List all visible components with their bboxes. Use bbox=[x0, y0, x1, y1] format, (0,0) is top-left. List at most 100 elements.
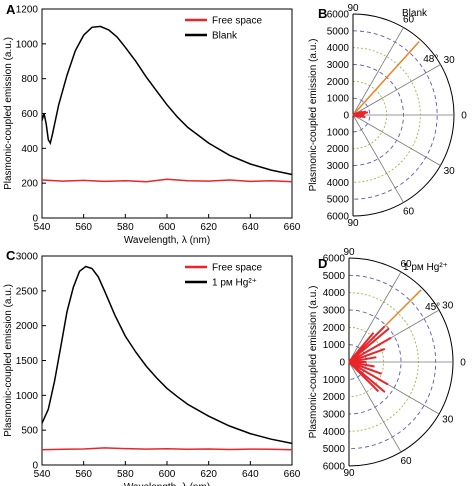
x-tick-label: 600 bbox=[159, 469, 176, 480]
peak-angle-line bbox=[352, 40, 420, 116]
chart-a: 540 560 580 600 620 640 660 0 200 400 600 800 1000 12… bbox=[3, 5, 301, 247]
x-tick-label: 540 bbox=[34, 222, 51, 233]
plot-frame-a bbox=[41, 8, 293, 219]
polar-ring bbox=[352, 30, 438, 200]
chart-b: 60 30 0 30 60 90 90 0 1000 1000 2000 2000 3000 3000 40… bbox=[308, 3, 467, 229]
polar-ring bbox=[352, 97, 371, 133]
y-tick-label: 400 bbox=[21, 144, 38, 155]
emission-lobe-ray bbox=[348, 332, 375, 363]
panel-letter-b: B bbox=[318, 6, 327, 21]
y-tick-label: 2000 bbox=[16, 321, 39, 332]
y-tick-label: 600 bbox=[21, 109, 38, 120]
y-axis-label: Plasmonic-coupled emission (a.u.) bbox=[3, 284, 14, 437]
x-tick-label: 560 bbox=[75, 469, 92, 480]
y-tick-label: 1500 bbox=[16, 356, 39, 367]
x-tick-label: 580 bbox=[117, 469, 134, 480]
polar-spoke bbox=[352, 27, 404, 116]
polar-spoke bbox=[348, 361, 402, 453]
angle-tick-label: 0 bbox=[460, 358, 466, 369]
angle-tick-label: 30 bbox=[444, 55, 456, 66]
angle-tick-label: 90 bbox=[347, 3, 359, 14]
radial-tick-label: 2000 bbox=[323, 323, 346, 334]
panel-letter-d: D bbox=[318, 256, 327, 271]
y-tick-label: 1000 bbox=[16, 391, 39, 402]
angle-tick-label: 60 bbox=[400, 259, 412, 270]
peak-angle-annotation: 48° bbox=[423, 54, 438, 65]
radial-tick-label: 5000 bbox=[323, 271, 346, 282]
radial-tick-label: 5000 bbox=[327, 26, 350, 37]
x-tick-label: 600 bbox=[159, 222, 176, 233]
series-line-sample bbox=[41, 265, 293, 445]
radial-tick-label: 6000 bbox=[327, 10, 350, 21]
legend-label: 1 pм Hg²⁺ bbox=[212, 278, 257, 289]
radial-tick-label: 4000 bbox=[323, 427, 346, 438]
angle-tick-label: 90 bbox=[347, 218, 359, 229]
emission-lobe-ray bbox=[348, 361, 382, 375]
series-line-free-space bbox=[41, 178, 293, 183]
radial-tick-label: 3000 bbox=[323, 410, 346, 421]
series-line-sample bbox=[41, 25, 293, 176]
emission-lobe-ray bbox=[348, 348, 386, 363]
y-tick-label: 500 bbox=[21, 426, 38, 437]
angle-tick-label: 60 bbox=[403, 207, 415, 218]
y-axis-label: Plasmonic-coupled emission (a.u.) bbox=[3, 37, 14, 190]
angle-tick-label: 60 bbox=[403, 14, 415, 25]
radial-tick-label: 0 bbox=[343, 111, 349, 122]
angle-tick-label: 60 bbox=[400, 456, 412, 467]
y-tick-label: 0 bbox=[32, 214, 38, 225]
angle-tick-label: 0 bbox=[461, 111, 467, 122]
angle-tick-label: 90 bbox=[343, 468, 355, 479]
x-tick-label: 560 bbox=[75, 222, 92, 233]
radial-tick-label: 3000 bbox=[327, 161, 350, 172]
panel-letter-c: C bbox=[6, 248, 16, 263]
radial-tick-label: 2000 bbox=[323, 392, 346, 403]
radial-tick-label: 4000 bbox=[327, 178, 350, 189]
chart-d: 60 30 0 30 60 90 90 0 1000 1000 2000 2000 3000 3000 40… bbox=[308, 247, 466, 479]
y-axis-label: Plasmonic-coupled emission (a.u.) bbox=[308, 39, 319, 192]
radial-tick-label: 1000 bbox=[327, 94, 350, 105]
y-tick-label: 1200 bbox=[16, 5, 39, 16]
radial-tick-label: 6000 bbox=[323, 462, 346, 473]
radial-tick-label: 5000 bbox=[323, 444, 346, 455]
emission-lobe-ray bbox=[348, 361, 389, 386]
y-tick-label: 800 bbox=[21, 74, 38, 85]
y-tick-label: 3000 bbox=[16, 252, 39, 263]
radial-tick-label: 0 bbox=[339, 358, 345, 369]
x-tick-label: 640 bbox=[242, 469, 259, 480]
radial-tick-label: 5000 bbox=[327, 195, 350, 206]
radial-tick-label: 2000 bbox=[327, 144, 350, 155]
radial-tick-label: 3000 bbox=[323, 306, 346, 317]
emission-lobe-ray bbox=[348, 361, 380, 393]
series-line-free-space bbox=[41, 447, 293, 451]
radial-tick-label: 3000 bbox=[327, 60, 350, 71]
polar-ring bbox=[348, 326, 385, 398]
radial-tick-label: 4000 bbox=[327, 43, 350, 54]
x-tick-label: 640 bbox=[242, 222, 259, 233]
y-tick-label: 200 bbox=[21, 179, 38, 190]
radial-tick-label: 6000 bbox=[327, 212, 350, 223]
polar-spoke bbox=[352, 64, 441, 116]
y-axis-label: Plasmonic-coupled emission (a.u.) bbox=[308, 286, 319, 439]
chart-c: 540 560 580 600 620 640 660 0 500 1000 1500 2000 250… bbox=[3, 252, 301, 486]
y-tick-label: 0 bbox=[32, 461, 38, 472]
emission-lobe-ray bbox=[352, 114, 359, 118]
angle-tick-label: 30 bbox=[442, 301, 454, 312]
x-axis-label: Wavelength, λ (nm) bbox=[124, 482, 210, 486]
panel-condition-label: Blank bbox=[402, 8, 428, 19]
legend-label: Free space bbox=[212, 263, 262, 274]
polar-ring bbox=[348, 309, 402, 415]
y-tick-label: 2500 bbox=[16, 286, 39, 297]
peak-angle-annotation: 45° bbox=[425, 302, 440, 313]
emission-lobe-ray bbox=[348, 336, 392, 363]
radial-tick-label: 4000 bbox=[323, 288, 346, 299]
panel-condition-label: 1 pм Hg²⁺ bbox=[403, 262, 448, 273]
x-tick-label: 580 bbox=[117, 222, 134, 233]
polar-spoke bbox=[348, 271, 402, 363]
radial-tick-label: 1000 bbox=[327, 127, 350, 138]
polar-spoke bbox=[352, 114, 441, 166]
angle-tick-label: 90 bbox=[343, 247, 355, 258]
radial-tick-label: 6000 bbox=[323, 254, 346, 265]
x-tick-label: 540 bbox=[34, 469, 51, 480]
polar-spoke bbox=[352, 114, 404, 203]
x-tick-label: 660 bbox=[284, 469, 301, 480]
